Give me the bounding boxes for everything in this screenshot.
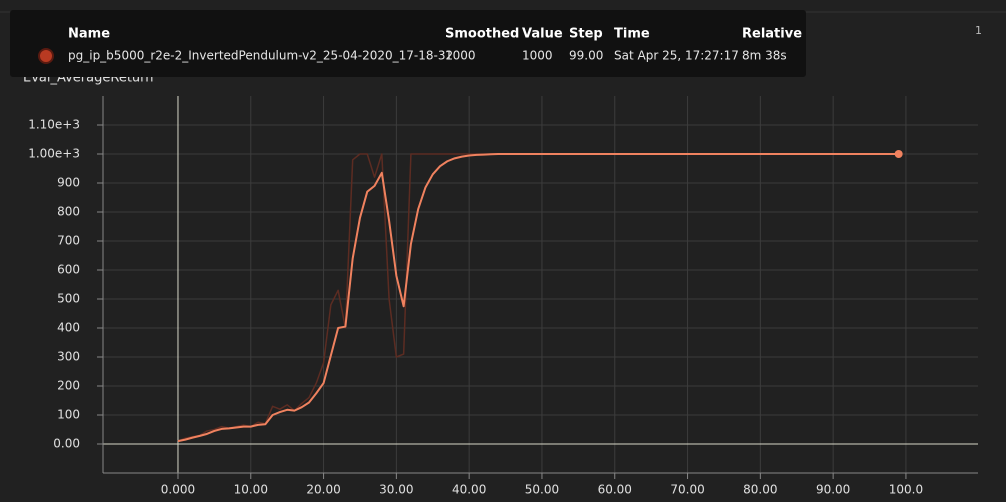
y-tick-label: 1.10e+3 xyxy=(28,118,80,132)
y-tick-label: 400 xyxy=(57,321,80,335)
tooltip-cell: pg_ip_b5000_r2e-2_InvertedPendulum-v2_25… xyxy=(68,49,453,63)
tooltip-header: Time xyxy=(614,27,650,42)
y-tick-label: 200 xyxy=(57,379,80,393)
y-tick-label: 1.00e+3 xyxy=(28,147,80,161)
y-tick-label: 800 xyxy=(57,205,80,219)
tooltip-cell: Sat Apr 25, 17:27:17 xyxy=(614,49,739,63)
x-tick-label: 50.00 xyxy=(525,483,559,497)
x-tick-label: 60.00 xyxy=(598,483,632,497)
x-tick-label: 70.00 xyxy=(670,483,704,497)
x-tick-label: 40.00 xyxy=(452,483,486,497)
y-tick-label: 900 xyxy=(57,176,80,190)
tooltip-header: Smoothed xyxy=(445,27,519,42)
x-tick-label: 20.00 xyxy=(306,483,340,497)
tooltip-cell: 8m 38s xyxy=(742,49,787,63)
y-tick-label: 700 xyxy=(57,234,80,248)
x-tick-label: 90.00 xyxy=(816,483,850,497)
y-tick-label: 300 xyxy=(57,350,80,364)
x-tick-label: 10.00 xyxy=(234,483,268,497)
card-count: 1 xyxy=(975,24,982,37)
tooltip-header: Value xyxy=(522,27,563,42)
series-line xyxy=(177,153,899,443)
y-tick-label: 0.00 xyxy=(53,437,80,451)
hover-point xyxy=(894,150,903,158)
tooltip-header: Step xyxy=(569,27,603,42)
x-tick-label: 0.000 xyxy=(161,483,195,497)
plot-area xyxy=(103,96,978,473)
y-tick-label: 100 xyxy=(57,408,80,422)
tooltip-header: Relative xyxy=(742,27,802,42)
tooltip-cell: 1000 xyxy=(445,49,476,63)
plot: 0.00 100 200 300 400 500 600 700 800 900 1.00e+3 1.… xyxy=(28,96,978,497)
x-tick-label: 30.00 xyxy=(379,483,413,497)
x-tick-label: 100.0 xyxy=(889,483,923,497)
x-tick-label: 80.00 xyxy=(743,483,777,497)
tooltip-header: Name xyxy=(68,27,110,42)
tooltip-cell: 99.00 xyxy=(569,49,603,63)
tooltip-cell: 1000 xyxy=(522,49,553,63)
run-swatch xyxy=(38,48,54,64)
y-tick-label: 600 xyxy=(57,263,80,277)
y-tick-label: 500 xyxy=(57,292,80,306)
tooltip: Name Smoothed Value Step Time Relative pg_ip_b… xyxy=(10,10,806,77)
tooltip-box xyxy=(10,10,806,77)
